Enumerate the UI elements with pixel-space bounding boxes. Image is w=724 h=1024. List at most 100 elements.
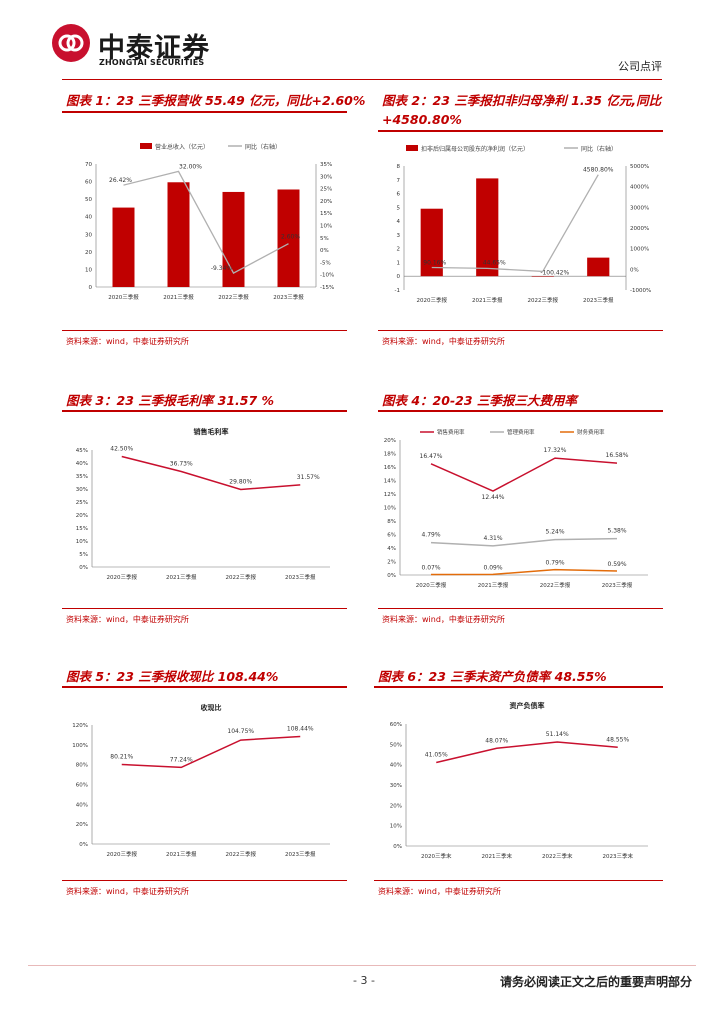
x-axis-tick-label: 2023三季末 (603, 852, 634, 860)
legend-bar-swatch (140, 143, 152, 149)
left-axis-tick-label: 4 (397, 219, 401, 225)
x-axis-tick-label: 2022三季末 (542, 852, 573, 860)
x-axis-tick-label: 2022三季报 (528, 296, 559, 304)
right-axis-tick-label: 2000% (630, 226, 649, 232)
chart-net-profit: 扣非后归属母公司股东的净利润（亿元） 同比（右轴） -1 0 1 2 3 4 5 6 7 8 -1000… (395, 145, 651, 304)
bar-1 (167, 182, 190, 287)
data-label: 48.55% (606, 736, 629, 743)
y-axis-tick-label: 40% (76, 461, 88, 467)
figure-4-source: 资料来源：wind，中泰证券研究所 (382, 615, 505, 624)
bar-1 (476, 178, 499, 277)
footer-disclaimer: 请务必阅读正文之后的重要声明部分 (499, 975, 692, 989)
chart-cash-collection-ratio: 收现比 0% 20% 40% 60% 80% 100% 120% 2020三季报 2021三季报 2… (72, 703, 330, 858)
y-axis-tick-label: 80% (76, 763, 88, 769)
left-axis-tick-label: 2 (397, 247, 401, 253)
legend-line-label: 同比（右轴） (581, 145, 617, 153)
right-axis-tick-label: 15% (320, 211, 332, 217)
data-label: 4.79% (421, 532, 440, 539)
y-axis-tick-label: 14% (384, 479, 396, 485)
y-axis-tick-label: 4% (387, 546, 396, 552)
line-series-0 (430, 457, 618, 492)
y-axis-tick-label: 10% (390, 824, 402, 830)
y-axis-tick-label: 12% (384, 492, 396, 498)
left-axis-tick-label: 3 (397, 233, 401, 239)
y-axis-tick-label: 35% (76, 474, 88, 480)
right-axis-tick-label: 0% (630, 267, 639, 273)
x-axis-tick-label: 2023三季报 (602, 581, 633, 589)
right-axis-tick-label: 30% (320, 174, 332, 180)
figure-1-title: 图表 1：23 三季报营收 55.49 亿元，同比+2.60% (66, 93, 366, 108)
data-label: 17.32% (544, 447, 567, 454)
figure-5-source-rule (62, 880, 347, 881)
bar-3 (587, 257, 610, 277)
data-label: 4.31% (483, 535, 502, 542)
data-label: 42.50% (110, 446, 133, 453)
line-series-1 (430, 537, 618, 547)
figure-2-title-line1: 图表 2：23 三季报扣非归母净利 1.35 亿元,同比 (382, 93, 662, 108)
legend-line-label: 同比（右轴） (245, 143, 281, 151)
left-axis-tick-label: 20 (85, 250, 92, 256)
right-axis-tick-label: 1000% (630, 247, 649, 253)
figure-1-source: 资料来源：wind，中泰证券研究所 (66, 337, 189, 346)
y-axis-tick-label: 0% (79, 842, 88, 848)
data-label: 48.07% (485, 737, 508, 744)
data-label: 80.21% (110, 753, 133, 760)
logo-chinese-name: 中泰证券 (98, 33, 210, 64)
line-series-2 (430, 568, 618, 576)
left-axis-tick-label: 1 (397, 260, 401, 266)
chart-debt-ratio: 资产负债率 0% 10% 20% 30% 40% 50% 60% 2020三季末 2021三季末 2… (390, 701, 648, 860)
left-axis-tick-label: 8 (397, 164, 401, 170)
x-axis-tick-label: 2021三季报 (163, 293, 194, 301)
line-series-yoy (123, 170, 289, 274)
right-axis-tick-label: 35% (320, 162, 332, 168)
left-axis-tick-label: 60 (85, 180, 92, 186)
x-axis-tick-label: 2022三季报 (540, 581, 571, 589)
data-label: 16.47% (420, 453, 443, 460)
data-label: 5.24% (545, 529, 564, 536)
line-data-label: 26.42% (109, 177, 132, 184)
legend-label-2: 财务费用率 (577, 428, 605, 436)
right-axis-tick-label: -15% (320, 285, 334, 291)
x-axis-tick-label: 2020三季报 (417, 296, 448, 304)
line-data-label: -100.42% (540, 269, 569, 276)
line-data-label: 4580.80% (583, 167, 614, 174)
figure-1-title-rule (62, 111, 347, 113)
y-axis-tick-label: 60% (390, 722, 402, 728)
figure-2-source-rule (378, 330, 663, 331)
x-axis-tick-label: 2022三季报 (226, 573, 257, 581)
right-axis-tick-label: -1000% (630, 288, 651, 294)
page-number: - 3 - (353, 974, 375, 987)
y-axis-tick-label: 18% (384, 452, 396, 458)
x-axis-tick-label: 2021三季报 (166, 850, 197, 858)
data-label: 29.80% (229, 479, 252, 486)
data-label: 108.44% (287, 725, 314, 732)
figure-2-title-rule (378, 130, 663, 132)
data-label: 51.14% (546, 731, 569, 738)
y-axis-tick-label: 0% (393, 844, 402, 850)
data-label: 0.07% (421, 565, 440, 572)
data-label: 36.73% (170, 461, 193, 468)
right-axis-tick-label: 20% (320, 199, 332, 205)
bar-0 (420, 208, 443, 277)
figure-6-title: 图表 6：23 三季末资产负债率 48.55% (378, 669, 607, 684)
data-label: 77.24% (170, 756, 193, 763)
chart-gross-margin: 销售毛利率 0% 5% 10% 15% 20% 25% 30% 35% 40% 45% 2020三季报… (76, 427, 330, 581)
chart-expense-ratios: 销售费用率 管理费用率 财务费用率 0% 2% 4% 6% 8% 10% 12% 14% 16% 18%… (384, 428, 648, 589)
line-data-label: 90.16% (423, 259, 446, 266)
y-axis-tick-label: 30% (390, 783, 402, 789)
right-axis-tick-label: 0% (320, 248, 329, 254)
x-axis-tick-label: 2020三季报 (107, 850, 138, 858)
y-axis-tick-label: 0% (79, 565, 88, 571)
y-axis-tick-label: 100% (72, 743, 88, 749)
x-axis-tick-label: 2021三季报 (478, 581, 509, 589)
legend-bar-label: 扣非后归属母公司股东的净利润（亿元） (421, 145, 529, 153)
left-axis-tick-label: -1 (395, 288, 400, 294)
figure-4-title: 图表 4：20-23 三季报三大费用率 (382, 393, 577, 408)
x-axis-tick-label: 2023三季报 (583, 296, 614, 304)
bar-3 (277, 189, 300, 287)
left-axis-tick-label: 50 (85, 197, 92, 203)
left-axis-tick-label: 0 (397, 274, 401, 280)
data-label: 0.59% (607, 561, 626, 568)
right-axis-tick-label: 25% (320, 187, 332, 193)
y-axis-tick-label: 60% (76, 783, 88, 789)
